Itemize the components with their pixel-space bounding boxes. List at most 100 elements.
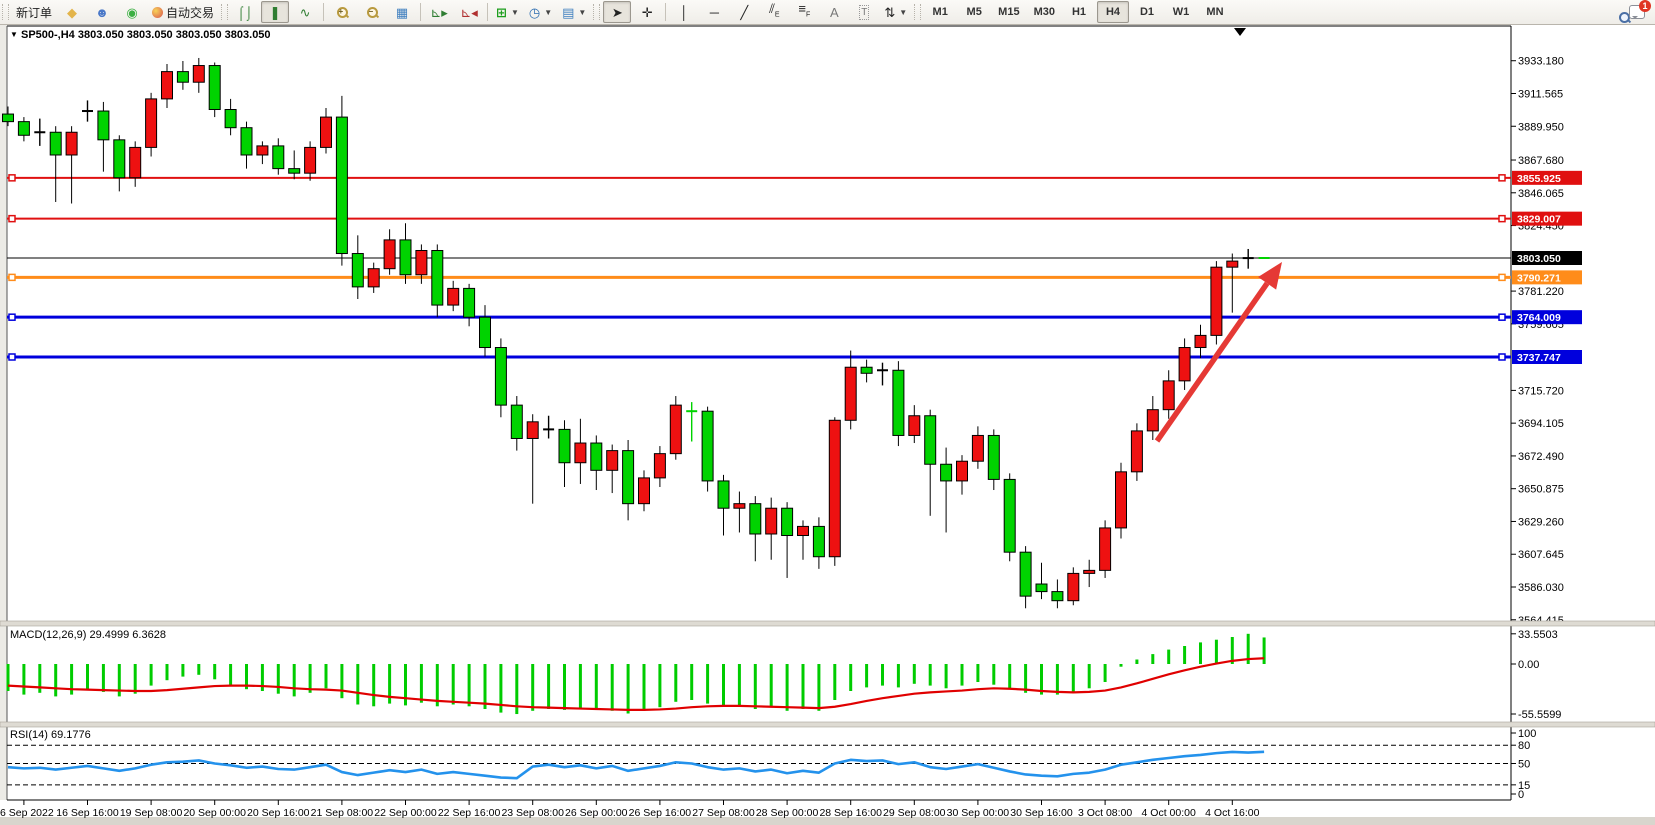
candle-up (367, 268, 380, 288)
zoom-out-button[interactable]: − (358, 1, 386, 23)
price-badge-label: 3803.050 (1517, 253, 1561, 265)
price-badge-label: 3855.925 (1517, 173, 1561, 185)
timeframe-m30[interactable]: M30 (1033, 6, 1055, 18)
line-chart-button[interactable]: ∿ (291, 1, 319, 23)
styler-button[interactable]: ◆ (58, 1, 86, 23)
toolbar-grip[interactable] (221, 4, 229, 20)
timeframe-d1[interactable]: D1 (1139, 6, 1155, 18)
indicator-window-2-button[interactable]: ⊾◂ (455, 1, 483, 23)
trend-arrow-line[interactable] (1154, 281, 1270, 443)
candle-down (622, 450, 635, 505)
channel-button[interactable]: ⫽E (760, 1, 788, 23)
toolbar-grip[interactable] (593, 4, 601, 20)
trendline-icon: ╱ (740, 4, 749, 20)
time-tick-label: 16 Sep 16:00 (56, 807, 119, 819)
cursor-button[interactable]: ➤ (603, 1, 632, 23)
indicator-window-button[interactable]: ⊾▸ (425, 1, 453, 23)
line-end-marker[interactable] (1498, 174, 1506, 182)
price-tick-label: 3672.490 (1518, 451, 1564, 463)
toolbar-grip[interactable] (2, 4, 9, 20)
candlestick-chart-button[interactable]: ❚ (261, 1, 290, 23)
candle-up (574, 442, 587, 464)
signals-button[interactable]: ◉ (118, 1, 146, 23)
text-label-button[interactable]: T (850, 1, 878, 23)
candle-down (49, 131, 62, 156)
time-tick-label: 16 Sep 2022 (0, 807, 54, 819)
toolbar-grip[interactable] (914, 4, 922, 20)
line-end-marker[interactable] (8, 353, 16, 361)
panel-splitter[interactable] (0, 721, 1655, 728)
line-end-marker[interactable] (8, 313, 16, 321)
line-end-marker[interactable] (8, 174, 16, 182)
candle-down (240, 127, 253, 156)
horizontal-line-button[interactable]: ─ (700, 1, 728, 23)
globe-icon (152, 6, 164, 18)
timeframe-h1[interactable]: H1 (1071, 6, 1087, 18)
macd-scale-label: -55.5599 (1518, 709, 1561, 721)
fibonacci-button[interactable]: ≡F (790, 1, 818, 23)
candle-up (1178, 347, 1191, 382)
arrows-button[interactable]: ⇅ ▼ (880, 1, 911, 23)
chevron-down-icon[interactable]: ▼ (10, 30, 18, 39)
line-end-marker[interactable] (1498, 273, 1506, 282)
timeframe-m15[interactable]: M15 (998, 6, 1020, 18)
vertical-line-button[interactable]: │ (670, 1, 698, 23)
price-tick-label: 3889.950 (1518, 121, 1564, 133)
candle-up (828, 419, 841, 558)
periods-button[interactable]: ◷ ▼ (525, 1, 556, 23)
candle-down (335, 116, 348, 255)
price-badge (1512, 170, 1582, 185)
shift-marker-icon[interactable] (1234, 28, 1246, 36)
panel-splitter[interactable] (0, 620, 1655, 627)
zoom-in-button[interactable]: + (328, 1, 356, 23)
tile-windows-button[interactable]: ▦ (388, 1, 416, 23)
candle-up (971, 434, 984, 462)
chat-button[interactable]: 1 (1629, 0, 1651, 19)
dropdown-arrow-icon: ▼ (510, 7, 519, 17)
candle-up (1067, 572, 1080, 602)
candle-up (415, 249, 428, 276)
add-indicator-button[interactable]: ⊞ ▼ (492, 1, 523, 23)
candle-up (192, 65, 205, 83)
symbol-timeframe: SP500-,H4 (20, 29, 75, 41)
line-end-marker[interactable] (1498, 214, 1506, 223)
rsi-scale-label: 80 (1518, 740, 1530, 752)
dropdown-arrow-icon: ▼ (899, 7, 908, 17)
candle-up (526, 421, 539, 439)
person-icon: ☻ (95, 4, 109, 20)
timeframe-w1[interactable]: W1 (1172, 6, 1190, 18)
line-end-marker[interactable] (1498, 353, 1506, 361)
candle-up (1115, 471, 1127, 529)
price-tick-label: 3586.030 (1518, 582, 1564, 594)
candle-up (383, 239, 396, 270)
candle-up (844, 366, 857, 421)
signal-icon: ◉ (126, 4, 138, 20)
line-end-marker[interactable] (1498, 313, 1506, 321)
crosshair-button[interactable]: ✛ (633, 1, 661, 23)
bar-chart-button[interactable]: ⌠⌡ (231, 1, 259, 23)
price-tick-label: 3933.180 (1518, 56, 1564, 68)
timeframe-m5[interactable]: M5 (966, 6, 982, 18)
price-tick-label: 3715.720 (1518, 385, 1564, 397)
text-button[interactable]: A (820, 1, 848, 23)
time-tick-label: 30 Sep 00:00 (947, 807, 1010, 819)
price-tick-label: 3694.105 (1518, 418, 1564, 430)
candle-up (1210, 266, 1223, 336)
timeframe-m1[interactable]: M1 (932, 6, 948, 18)
candle-down (224, 109, 237, 129)
timeframe-mn[interactable]: MN (1206, 6, 1224, 18)
time-tick-label: 22 Sep 00:00 (374, 807, 437, 819)
new-order-button[interactable]: 新订单 (12, 1, 56, 23)
auto-trading-button[interactable]: 自动交易 (148, 1, 218, 23)
trend-arrow-head[interactable] (1258, 262, 1282, 290)
market-watch-button[interactable]: ☻ (88, 1, 116, 23)
trendline-button[interactable]: ╱ (730, 1, 758, 23)
zoom-out-icon: − (366, 6, 378, 18)
diamond-icon: ◆ (67, 4, 78, 20)
line-end-marker[interactable] (8, 273, 16, 282)
line-end-marker[interactable] (8, 214, 16, 223)
macd-scale-label: 0.00 (1518, 659, 1539, 671)
templates-button[interactable]: ▤ ▼ (558, 1, 590, 23)
timeframe-h4[interactable]: H4 (1096, 1, 1129, 23)
crosshair-icon: ✛ (641, 4, 653, 20)
